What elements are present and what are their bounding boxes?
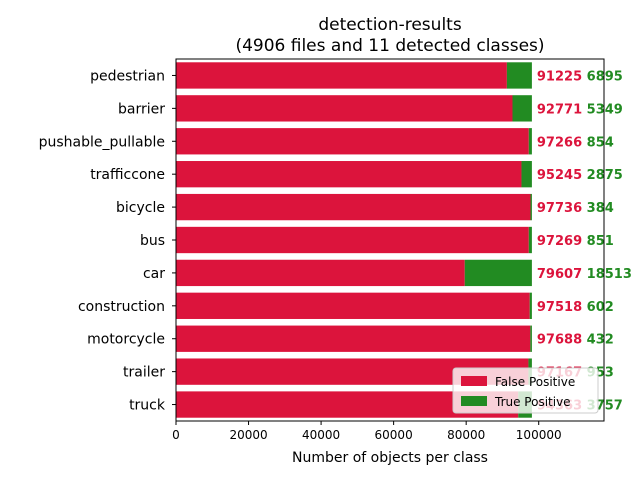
bar-true-positive — [506, 62, 532, 89]
bar-false-positive — [176, 259, 465, 287]
chart-title: detection-results — [318, 15, 462, 35]
x-tick-label: 100000 — [516, 428, 562, 442]
data-label: 97269 851 — [537, 234, 614, 249]
bar-true-positive — [521, 161, 532, 188]
bar-false-positive — [176, 292, 530, 319]
data-label: 97266 854 — [537, 135, 614, 150]
legend-label: False Positive — [495, 375, 575, 389]
data-label-false-positive: 97269 — [537, 234, 582, 249]
data-label-true-positive: 6895 — [587, 69, 623, 84]
data-label: 97688 432 — [537, 333, 614, 348]
data-label: 97736 384 — [537, 201, 614, 216]
bar-true-positive — [529, 292, 532, 319]
data-label-true-positive: 432 — [587, 333, 614, 348]
data-label-true-positive: 18513 — [587, 267, 632, 282]
x-tick-label: 0 — [172, 428, 180, 442]
bar-true-positive — [530, 325, 532, 352]
bar-true-positive — [530, 193, 532, 221]
category-label: pedestrian — [90, 68, 165, 84]
category-label: trailer — [123, 365, 165, 381]
category-label: barrier — [118, 101, 165, 117]
category-label: bus — [140, 233, 165, 249]
data-label-false-positive: 97688 — [537, 333, 582, 348]
category-label: truck — [129, 398, 166, 414]
bar-false-positive — [176, 193, 531, 221]
bar-true-positive — [512, 95, 532, 122]
chart-subtitle: (4906 files and 11 detected classes) — [235, 36, 544, 56]
category-label: bicycle — [116, 200, 165, 216]
data-label-true-positive: 854 — [587, 135, 614, 150]
x-tick-label: 20000 — [229, 428, 267, 442]
bar-true-positive — [464, 259, 532, 287]
bar-false-positive — [176, 128, 529, 155]
bar-false-positive — [176, 62, 507, 89]
data-label: 79607 18513 — [537, 267, 632, 282]
data-label-false-positive: 91225 — [537, 69, 582, 84]
category-label: motorcycle — [87, 332, 165, 348]
data-label-true-positive: 851 — [587, 234, 614, 249]
data-label: 91225 6895 — [537, 69, 623, 84]
data-label-true-positive: 2875 — [587, 168, 623, 183]
data-label: 92771 5349 — [537, 102, 623, 117]
bar-false-positive — [176, 325, 531, 352]
data-label-false-positive: 92771 — [537, 102, 582, 117]
plot-area: pedestrian 91225 6895 barrier 92771 5349 pus… — [39, 58, 632, 442]
category-label: car — [143, 266, 165, 282]
legend-box — [452, 367, 599, 414]
legend-label: True Positive — [494, 395, 571, 409]
bar-true-positive — [528, 128, 532, 155]
data-label-true-positive: 384 — [587, 201, 614, 216]
x-axis-label: Number of objects per class — [292, 450, 488, 466]
data-label-false-positive: 79607 — [537, 267, 582, 282]
data-label-false-positive: 97736 — [537, 201, 582, 216]
legend-swatch — [461, 396, 487, 406]
data-label-true-positive: 602 — [587, 300, 614, 315]
category-label: trafficcone — [90, 167, 165, 183]
category-label: pushable_pullable — [39, 134, 165, 150]
data-label: 95245 2875 — [537, 168, 623, 183]
x-tick-label: 80000 — [447, 428, 485, 442]
bar-true-positive — [528, 226, 532, 254]
data-label: 97518 602 — [537, 300, 614, 315]
x-tick-label: 40000 — [302, 428, 340, 442]
category-label: construction — [78, 299, 165, 315]
bar-false-positive — [176, 95, 513, 122]
data-label-false-positive: 97518 — [537, 300, 582, 315]
data-label-false-positive: 95245 — [537, 168, 582, 183]
x-tick-label: 60000 — [375, 428, 413, 442]
data-label-false-positive: 97266 — [537, 135, 582, 150]
axes-frame — [175, 58, 605, 422]
bar-false-positive — [176, 226, 529, 254]
legend: False Positive True Positive — [452, 367, 599, 414]
data-label-true-positive: 5349 — [587, 102, 623, 117]
bar-false-positive — [176, 161, 522, 188]
legend-swatch — [461, 376, 487, 386]
